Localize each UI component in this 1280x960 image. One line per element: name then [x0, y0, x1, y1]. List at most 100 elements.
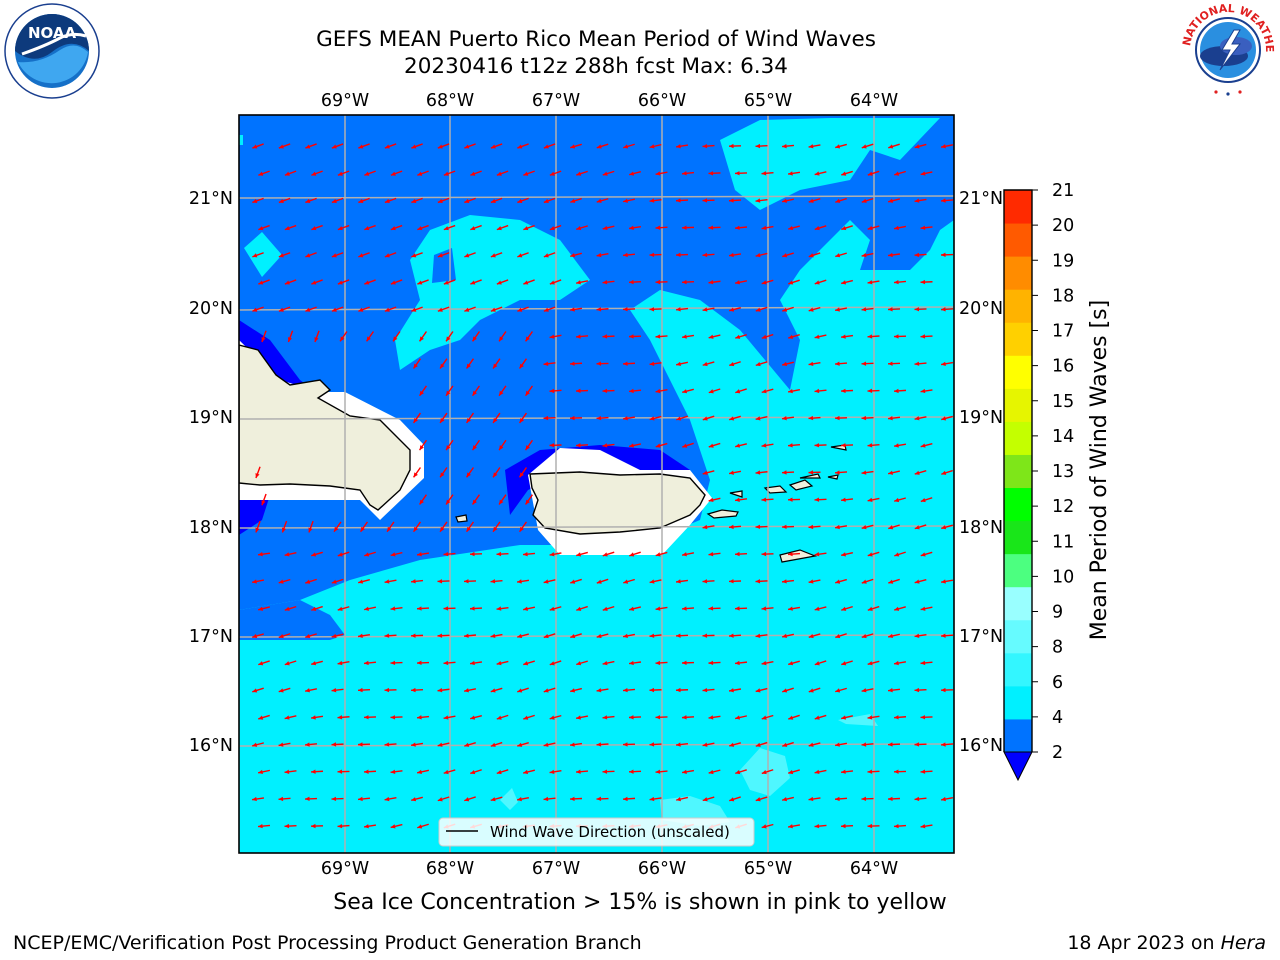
- wind-wave-arrowhead: [331, 579, 337, 584]
- wind-wave-arrowhead: [835, 688, 841, 693]
- wind-wave-arrowhead: [499, 390, 504, 396]
- wind-wave-arrowhead: [676, 252, 681, 258]
- wind-wave-arrowhead: [472, 390, 477, 396]
- wind-wave-arrowhead: [358, 253, 364, 258]
- wind-wave-arrowhead: [861, 361, 867, 366]
- wind-wave-arrowhead: [655, 171, 661, 176]
- wind-wave-arrowhead: [914, 144, 920, 149]
- wind-wave-arrowhead: [867, 552, 873, 557]
- wind-wave-arrowhead: [655, 552, 661, 557]
- wind-wave-arrowhead: [311, 715, 316, 720]
- hispaniola-landmass: [239, 344, 411, 511]
- wind-wave-arrowhead: [729, 143, 734, 149]
- wind-wave-arrowhead: [390, 171, 396, 176]
- wind-wave-arrowhead: [281, 527, 287, 533]
- wind-wave-arrowhead: [278, 796, 284, 802]
- wind-wave-arrowhead: [470, 715, 476, 720]
- wind-wave-arrowhead: [543, 796, 549, 802]
- wind-wave-arrowhead: [305, 198, 311, 203]
- wind-wave-arrowhead: [649, 144, 655, 149]
- wind-wave-arrowhead: [499, 445, 504, 451]
- wind-wave-arrowhead: [920, 443, 926, 448]
- wind-wave-arrowhead: [894, 225, 899, 231]
- wind-wave-arrowhead: [602, 552, 608, 557]
- wind-wave-arrowhead: [411, 687, 416, 693]
- wind-wave-arrowhead: [782, 579, 787, 584]
- wind-wave-arrowhead: [517, 144, 523, 149]
- wind-wave-arrowhead: [493, 526, 498, 532]
- wind-wave-arrowhead: [261, 337, 266, 343]
- wind-wave-arrowhead: [920, 552, 926, 557]
- wind-wave-arrowhead: [358, 307, 364, 312]
- wind-wave-arrowhead: [861, 252, 867, 258]
- colorbar-tick-label: 17: [1052, 322, 1074, 342]
- wind-wave-arrowhead: [735, 715, 741, 720]
- colorbar-tick-label: 21: [1052, 181, 1074, 201]
- wind-wave-arrowhead: [305, 253, 311, 258]
- wind-wave-arrowhead: [941, 525, 947, 530]
- wind-wave-arrowhead: [894, 388, 899, 394]
- wind-wave-arrowhead: [708, 171, 714, 176]
- wind-wave-arrowhead: [808, 144, 814, 149]
- wind-wave-arrowhead: [702, 579, 708, 584]
- colorbar-tick-label: 14: [1052, 427, 1074, 447]
- wind-wave-arrowhead: [252, 579, 257, 584]
- wind-wave-arrowhead: [517, 253, 523, 258]
- wind-wave-arrowhead: [782, 470, 787, 475]
- colorbar-segment: [1004, 718, 1032, 753]
- wind-wave-arrowhead: [788, 497, 793, 502]
- wind-wave-arrowhead: [413, 472, 418, 478]
- colorbar-segment: [1004, 256, 1032, 290]
- wind-wave-arrowhead: [761, 824, 767, 829]
- wind-wave-arrowhead: [629, 279, 634, 285]
- wind-wave-arrowhead: [440, 472, 445, 478]
- wind-wave-arrowhead: [411, 633, 416, 638]
- wind-wave-arrowhead: [941, 633, 946, 638]
- wind-wave-arrowhead: [702, 742, 708, 747]
- lat-label-right: 19°N: [959, 408, 1003, 428]
- wind-wave-arrowhead: [596, 198, 602, 203]
- wind-wave-arrowhead: [390, 226, 396, 231]
- wind-wave-arrowhead: [867, 388, 873, 394]
- wind-wave-arrowhead: [888, 742, 893, 747]
- wind-wave-arrowhead: [914, 742, 920, 747]
- wind-wave-arrowhead: [284, 661, 290, 666]
- wind-wave-arrowhead: [549, 715, 555, 720]
- wind-wave-arrowhead: [676, 361, 681, 367]
- colorbar: 2 4 6 8 9 10 11 12 13 14 15 16 17 18 19 20 21: [1003, 181, 1074, 782]
- wind-wave-arrowhead: [649, 416, 655, 421]
- wind-wave-arrowhead: [649, 687, 655, 693]
- wind-wave-arrowhead: [808, 524, 814, 530]
- wind-wave-arrowhead: [602, 606, 608, 611]
- wind-wave-arrowhead: [888, 579, 894, 584]
- wind-wave-arrowhead: [437, 579, 443, 584]
- wind-wave-arrowhead: [729, 307, 735, 312]
- wind-wave-arrowhead: [841, 334, 846, 339]
- wind-wave-arrowhead: [337, 552, 343, 557]
- wind-wave-arrowhead: [443, 280, 449, 285]
- wind-wave-arrowhead: [814, 443, 820, 448]
- wind-wave-arrowhead: [411, 742, 416, 747]
- wind-wave-arrowhead: [676, 198, 681, 203]
- wind-wave-arrowhead: [788, 225, 794, 231]
- wind-wave-arrowhead: [464, 579, 469, 584]
- wind-wave-arrowhead: [735, 551, 740, 557]
- wind-wave-arrowhead: [311, 661, 317, 666]
- colorbar-tick-label: 6: [1052, 673, 1063, 693]
- wind-wave-arrowhead: [755, 470, 761, 475]
- map-frame: [238, 114, 955, 854]
- wind-wave-arrowhead: [861, 198, 867, 203]
- wind-wave-arrowhead: [782, 633, 788, 639]
- wind-wave-arrowhead: [490, 688, 496, 693]
- colorbar-segment: [1004, 586, 1032, 621]
- wind-wave-arrowhead: [729, 252, 734, 258]
- wind-wave-arrowhead: [519, 363, 524, 369]
- wind-wave-arrowhead: [729, 524, 734, 530]
- wind-wave-arrowhead: [417, 171, 423, 176]
- wind-wave-arrowhead: [490, 633, 496, 639]
- wind-wave-arrowhead: [835, 198, 841, 203]
- wind-wave-arrowhead: [894, 823, 899, 829]
- wind-wave-arrowhead: [523, 226, 529, 231]
- wind-wave-arrowhead: [914, 198, 920, 203]
- wind-wave-arrowhead: [440, 417, 445, 423]
